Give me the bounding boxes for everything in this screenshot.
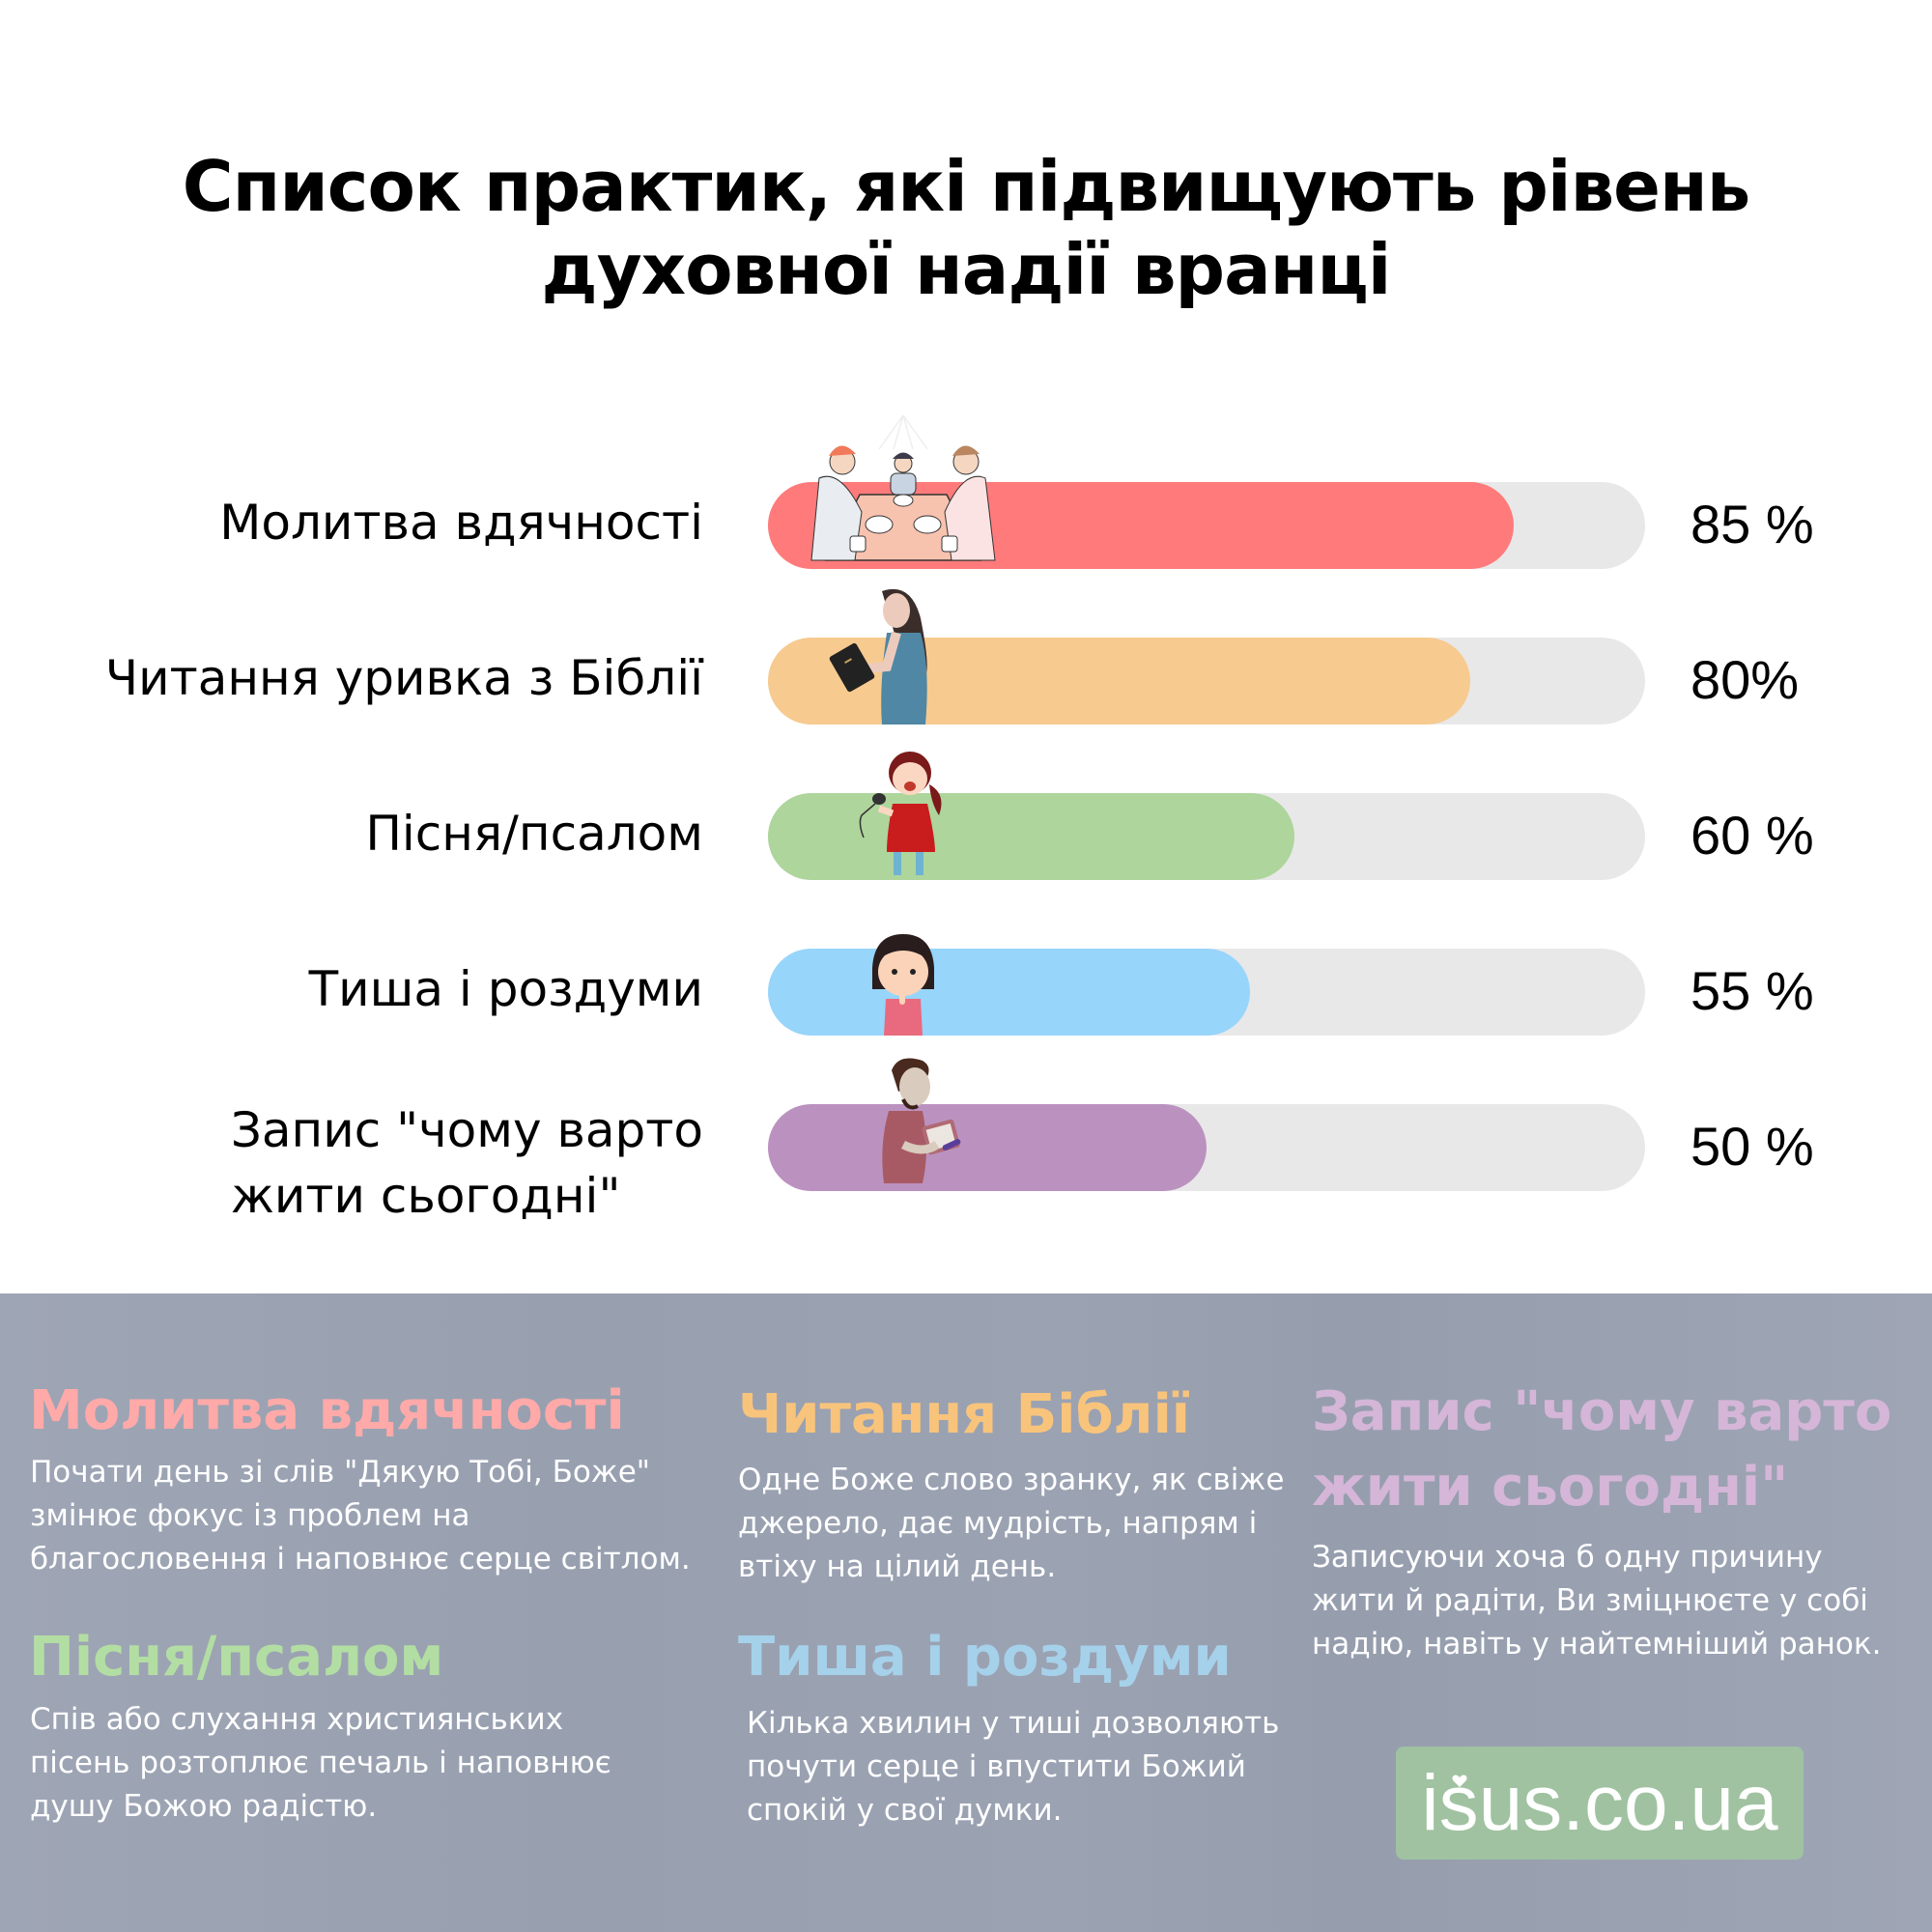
row-label-gratitude-prayer: Молитва вдячності [219, 495, 703, 551]
card-text-line: джерело, дає мудрість, напрям і [738, 1506, 1258, 1541]
value-label-why-live-today: 50 % [1690, 1116, 1814, 1177]
card-text-line: благословення і наповнює серце світлом. [30, 1542, 691, 1577]
site-logo[interactable]: isus.co.ua [1396, 1747, 1804, 1860]
card-text-line: душу Божою радістю. [30, 1789, 378, 1824]
row-label-song-psalm: Пісня/псалом [365, 806, 703, 862]
page-title: Список практик, які підвищують рівень ду… [0, 145, 1932, 311]
card-text-line: Одне Боже слово зранку, як свіже [738, 1463, 1285, 1497]
card-text-gratitude-prayer: Почати день зі слів "Дякую Тобі, Боже" з… [30, 1451, 691, 1581]
card-text-line: жити й радіти, Ви зміцнюєте у собі [1312, 1583, 1868, 1618]
bar-fill-silence-reflection [768, 949, 1250, 1036]
card-title-why-live-today: Запис "чому варто жити сьогодні" [1312, 1375, 1891, 1525]
value-label-song-psalm: 60 % [1690, 805, 1814, 866]
card-title-song-psalm: Пісня/псалом [29, 1626, 444, 1689]
row-label-line-1: Запис "чому варто [230, 1102, 703, 1158]
card-text-bible-reading: Одне Боже слово зранку, як свіже джерело… [738, 1459, 1284, 1589]
heart-icon [1452, 1775, 1467, 1787]
row-label-silence-reflection: Тиша і роздуми [308, 961, 703, 1017]
card-text-line: пісень розтоплює печаль і наповнює [30, 1746, 611, 1780]
card-title-line: Запис "чому варто [1312, 1380, 1892, 1443]
card-text-line: надію, навіть у найтемніший ранок. [1312, 1627, 1882, 1662]
card-title-gratitude-prayer: Молитва вдячності [29, 1379, 625, 1442]
card-text-line: почути серце і впустити Божий [747, 1749, 1246, 1784]
card-text-line: спокій у свої думки. [747, 1793, 1063, 1828]
value-label-gratitude-prayer: 85 % [1690, 494, 1814, 554]
card-title-line: жити сьогодні" [1312, 1456, 1789, 1519]
row-label-bible-reading: Читання уривка з Біблії [104, 650, 703, 706]
family-praying-at-table-icon [810, 414, 996, 561]
man-writing-clipboard-icon [882, 1058, 961, 1183]
card-text-line: втіху на цілий день. [738, 1549, 1057, 1584]
card-text-silence-reflection: Кілька хвилин у тиші дозволяють почути с… [747, 1702, 1279, 1833]
logo-text: isus.co.ua [1421, 1759, 1778, 1847]
row-label-why-live-today: Запис "чому варто жити сьогодні" [231, 1097, 703, 1229]
card-text-line: Кілька хвилин у тиші дозволяють [747, 1706, 1280, 1741]
card-text-line: Спів або слухання християнських [30, 1702, 564, 1737]
card-text-line: Почати день зі слів "Дякую Тобі, Боже" [30, 1455, 651, 1490]
girl-singing-microphone-icon [859, 752, 942, 875]
card-title-bible-reading: Читання Біблії [738, 1383, 1190, 1446]
value-label-silence-reflection: 55 % [1690, 960, 1814, 1021]
value-label-bible-reading: 80% [1690, 649, 1800, 710]
bar-fill-song-psalm [768, 793, 1294, 880]
girl-shushing-icon [872, 934, 934, 1036]
title-line-1: Список практик, які підвищують рівень [182, 146, 1750, 227]
card-title-silence-reflection: Тиша і роздуми [738, 1626, 1232, 1689]
row-label-line-2: жити сьогодні" [230, 1168, 621, 1224]
card-text-why-live-today: Записуючи хоча б одну причину жити й рад… [1312, 1536, 1881, 1666]
card-text-song-psalm: Спів або слухання християнських пісень р… [30, 1698, 611, 1829]
card-text-line: Записуючи хоча б одну причину [1312, 1540, 1823, 1575]
woman-reading-bible-icon [829, 588, 927, 724]
title-line-2: духовної надії вранці [541, 229, 1392, 310]
card-text-line: змінює фокус із проблем на [30, 1498, 470, 1533]
bar-fill-why-live-today [768, 1104, 1207, 1191]
